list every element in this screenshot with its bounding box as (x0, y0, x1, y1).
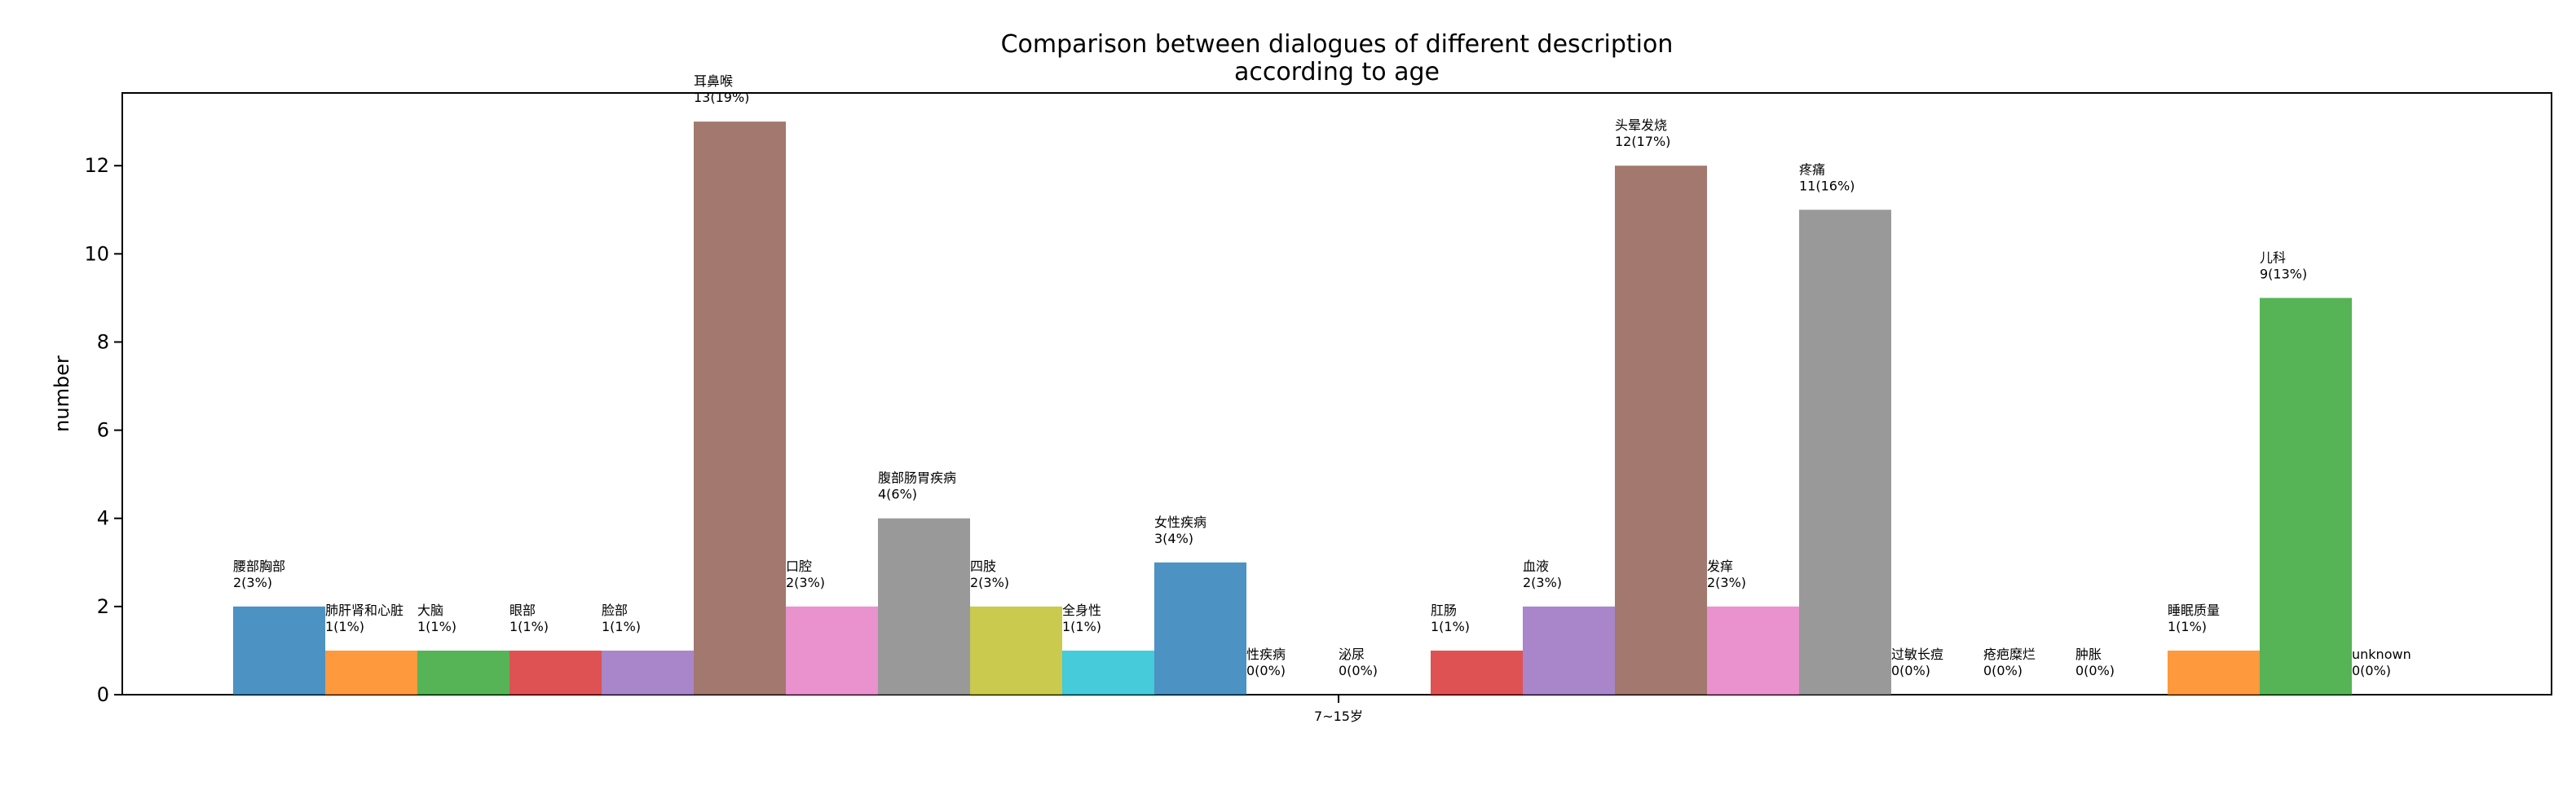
chart-title-line: according to age (1234, 58, 1440, 86)
y-tick-label: 2 (97, 595, 109, 618)
bar-category-label: 泌尿 (1339, 647, 1365, 662)
bar-value-label: 0(0%) (1891, 663, 1930, 678)
y-axis-label: number (51, 355, 73, 432)
bar-category-label: 肛肠 (1431, 603, 1457, 618)
chart-title-line: Comparison between dialogues of differen… (1001, 30, 1674, 59)
y-tick-label: 6 (97, 419, 109, 442)
chart-title: Comparison between dialogues of differen… (1001, 30, 1674, 86)
bar-category-label: 疮疤糜烂 (1983, 647, 2036, 662)
bar-value-label: 0(0%) (2075, 663, 2115, 678)
bar (1799, 210, 1891, 695)
bar (233, 606, 325, 695)
bar-value-label: 11(16%) (1799, 178, 1855, 193)
bar-value-label: 2(3%) (786, 575, 825, 590)
bar-category-label: 发痒 (1707, 559, 1733, 574)
bar-value-label: 9(13%) (2260, 266, 2307, 281)
bar (1154, 562, 1246, 695)
bar-value-label: 2(3%) (1707, 575, 1746, 590)
bar-category-label: 性疾病 (1246, 647, 1286, 662)
bar-category-label: 头晕发烧 (1615, 117, 1667, 133)
bar (1431, 650, 1523, 695)
bar-category-label: 腹部肠胃疾病 (878, 470, 956, 486)
bar-category-label: 口腔 (786, 559, 812, 574)
bar-category-label: 肿胀 (2075, 647, 2102, 662)
bar-value-label: 3(4%) (1154, 531, 1193, 546)
bar-category-label: 四肢 (970, 559, 996, 574)
y-tick-label: 0 (97, 683, 109, 706)
bar (694, 121, 786, 695)
bar (325, 650, 417, 695)
y-axis: 0 2 4 6 8 10 12 (84, 154, 122, 706)
x-tick-label: 7~15岁 (1314, 709, 1363, 724)
plot-area (121, 92, 2552, 695)
bar (2260, 298, 2352, 695)
bar-value-label: 0(0%) (1983, 663, 2022, 678)
bar-category-label: 女性疾病 (1154, 514, 1206, 530)
bar-category-label: 脸部 (602, 603, 628, 618)
x-axis: 7~15岁 (1314, 695, 1363, 724)
bar-category-label: 耳鼻喉 (694, 73, 733, 89)
bar-value-label: 1(1%) (1062, 619, 1101, 634)
bar-value-label: 1(1%) (602, 619, 641, 634)
bar-value-label: 0(0%) (1339, 663, 1378, 678)
bar-value-label: 1(1%) (325, 619, 364, 634)
y-tick-label: 10 (84, 242, 109, 265)
bar (878, 518, 970, 695)
bar (509, 650, 602, 695)
bar (602, 650, 694, 695)
bar-value-label: 2(3%) (970, 575, 1009, 590)
bar-category-label: 全身性 (1062, 603, 1101, 618)
bar-category-label: 睡眠质量 (2168, 603, 2220, 618)
bar (1615, 166, 1707, 695)
bar-value-label: 1(1%) (2168, 619, 2207, 634)
y-tick-label: 4 (97, 507, 109, 530)
bar-value-label: 2(3%) (233, 575, 272, 590)
bar-category-label: 腰部胸部 (233, 559, 285, 574)
bars-group (233, 121, 2352, 695)
bar (417, 650, 509, 695)
bar-value-label: 0(0%) (2352, 663, 2391, 678)
bar-category-label: 大脑 (417, 603, 443, 618)
bar (1707, 606, 1799, 695)
bar-value-label: 4(6%) (878, 487, 917, 502)
bar-category-label: 眼部 (509, 603, 536, 618)
y-tick-label: 8 (97, 330, 109, 353)
bar-category-label: 儿科 (2260, 249, 2286, 265)
bar (1062, 650, 1154, 695)
bar-value-label: 1(1%) (417, 619, 457, 634)
bar-value-label: 1(1%) (509, 619, 549, 634)
bar-category-label: 肺肝肾和心脏 (325, 603, 404, 618)
bar (786, 606, 878, 695)
bar-value-label: 0(0%) (1246, 663, 1286, 678)
bar-value-label: 12(17%) (1615, 134, 1670, 149)
bar-value-label: 1(1%) (1431, 619, 1470, 634)
bar-category-label: 血液 (1523, 559, 1549, 574)
bar (970, 606, 1062, 695)
bar-value-label: 2(3%) (1523, 575, 1562, 590)
bar-category-label: 疼痛 (1799, 161, 1825, 177)
y-tick-label: 12 (84, 154, 109, 177)
bar-category-label: unknown (2352, 647, 2411, 662)
bar-labels-group: 腰部胸部2(3%)肺肝肾和心脏1(1%)大脑1(1%)眼部1(1%)脸部1(1%… (233, 73, 2411, 678)
bar (1523, 606, 1615, 695)
bar-value-label: 13(19%) (694, 90, 749, 105)
bar (2168, 650, 2260, 695)
bar-category-label: 过敏长痘 (1891, 647, 1943, 662)
